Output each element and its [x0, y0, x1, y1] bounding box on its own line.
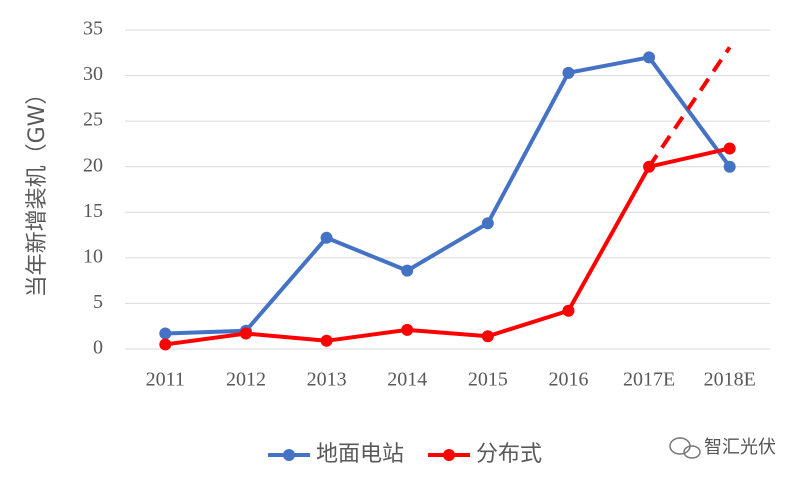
marker [401, 323, 414, 336]
marker [401, 264, 414, 277]
marker [723, 142, 736, 155]
x-tick-label: 2014 [387, 369, 427, 391]
marker [159, 327, 172, 340]
x-tick-label: 2017E [623, 369, 675, 391]
y-tick-label: 15 [83, 200, 103, 222]
x-tick-label: 2011 [146, 369, 185, 391]
legend-marker [283, 449, 295, 461]
y-axis-label: 当年新增装机（GW） [25, 83, 50, 298]
y-tick-label: 30 [83, 63, 103, 85]
marker [239, 327, 252, 340]
line [165, 55, 732, 336]
legend-marker [443, 449, 456, 461]
legend-label: 分布式 [476, 442, 542, 467]
marker [320, 334, 333, 347]
line [165, 146, 731, 347]
marker [159, 338, 172, 351]
marker [562, 304, 575, 317]
marker [643, 51, 656, 64]
marker [481, 330, 494, 343]
marker [481, 217, 494, 230]
x-tick-label: 2013 [307, 369, 347, 391]
y-tick-label: 20 [83, 154, 103, 176]
x-tick-label: 2018E [704, 369, 756, 391]
y-tick-label: 10 [83, 245, 103, 267]
marker [562, 66, 575, 79]
legend-label: 地面电站 [316, 442, 404, 467]
y-tick-label: 5 [93, 291, 103, 313]
x-tick-label: 2012 [226, 369, 266, 391]
y-tick-label: 25 [83, 109, 103, 131]
x-tick-label: 2015 [468, 369, 508, 391]
y-tick-label: 0 [93, 337, 103, 359]
dashed-line [647, 46, 732, 168]
marker [320, 231, 333, 244]
watermark: 智汇光伏 [704, 437, 776, 458]
y-tick-label: 35 [83, 18, 103, 40]
x-tick-label: 2016 [548, 369, 588, 391]
marker [723, 160, 736, 173]
watermark-icon [669, 437, 701, 459]
